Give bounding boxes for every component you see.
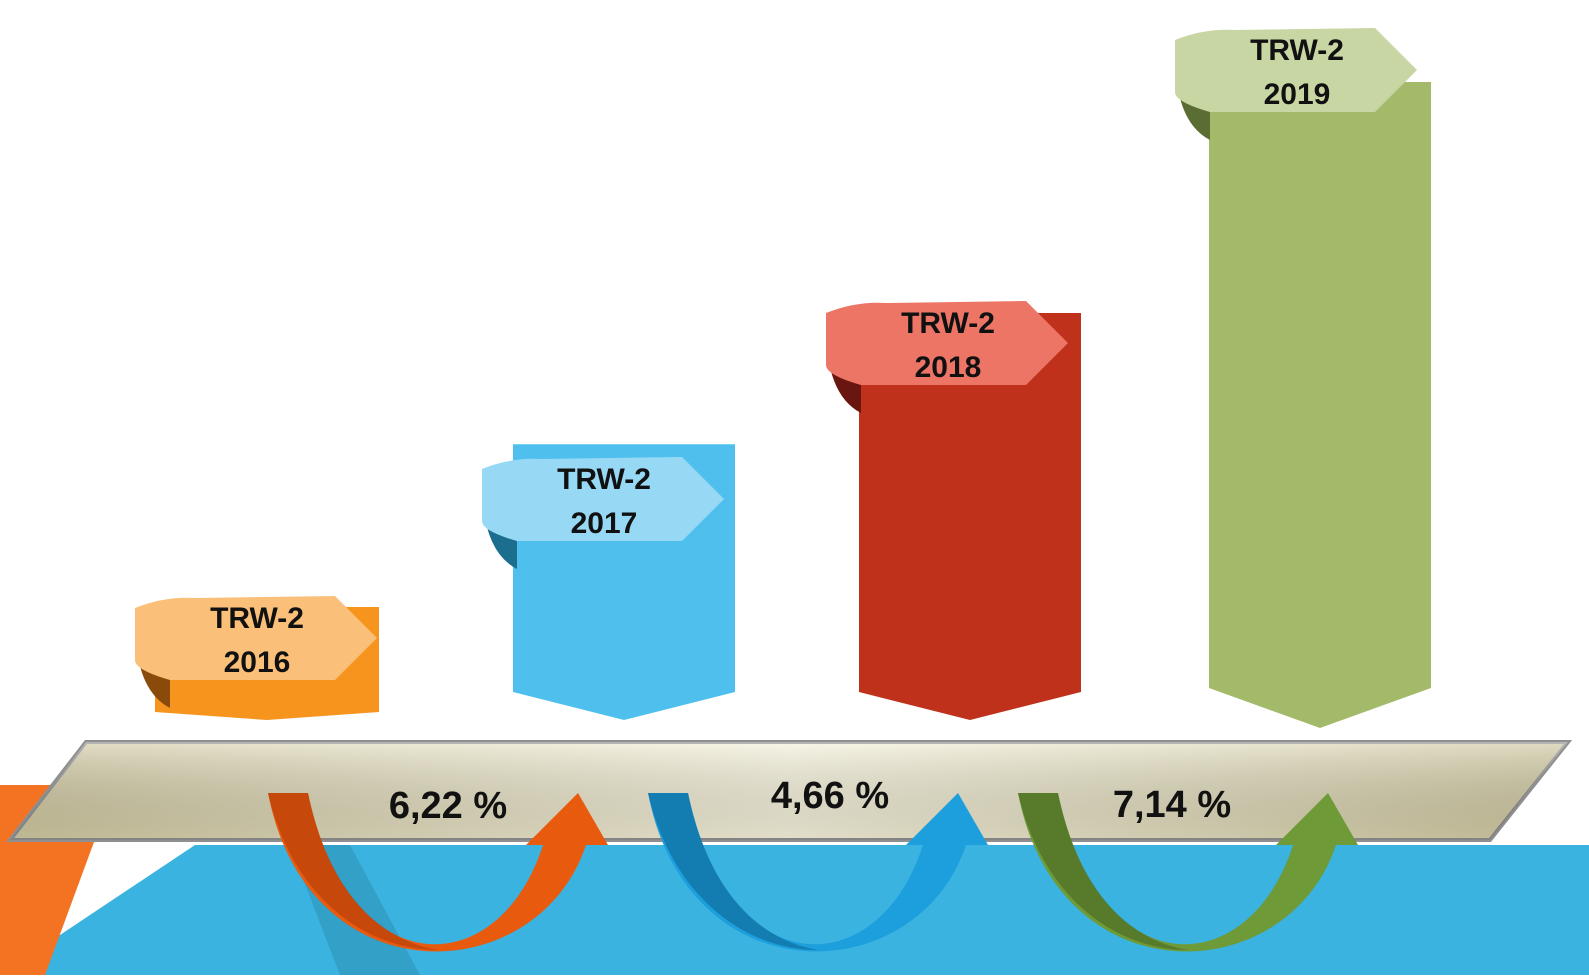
bar-label-name: TRW-2	[210, 602, 304, 635]
bar-label-name: TRW-2	[1250, 34, 1344, 67]
bar-label-year: 2019	[1264, 78, 1331, 111]
growth-arrow-shade-1	[268, 793, 438, 950]
growth-arrow-shade-3	[1018, 793, 1188, 950]
bar-label-name: TRW-2	[901, 307, 995, 340]
growth-arrow-shade-2	[648, 793, 818, 950]
ribbon-label-2017	[482, 457, 724, 541]
ribbon-label-2019	[1175, 28, 1417, 112]
bar-label-name: TRW-2	[557, 463, 651, 496]
growth-percentage: 4,66 %	[771, 775, 889, 817]
growth-percentage: 6,22 %	[389, 785, 507, 827]
bar-label-year: 2018	[915, 351, 982, 384]
bar-2019	[1209, 82, 1431, 728]
growth-percentage: 7,14 %	[1113, 784, 1231, 826]
bar-label-year: 2017	[571, 507, 638, 540]
bar-label-year: 2016	[224, 646, 291, 679]
platform-shine	[10, 742, 1568, 840]
background-band	[0, 845, 1589, 975]
ribbon-label-2018	[826, 301, 1068, 385]
ribbon-label-2016	[135, 596, 377, 680]
bar-2018	[859, 313, 1081, 720]
